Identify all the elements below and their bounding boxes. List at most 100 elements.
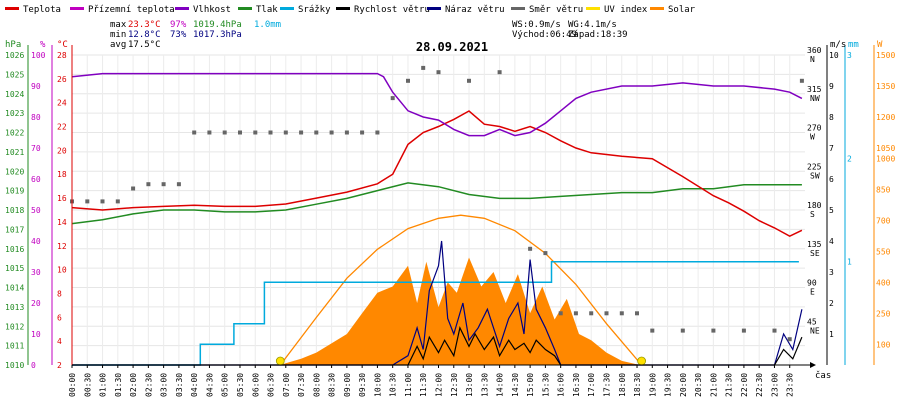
time-tick-label: 16:00 (557, 373, 566, 397)
legend-swatch (175, 7, 189, 10)
time-tick-label: 02:30 (144, 373, 153, 397)
humidity-tick-label: 50 (31, 206, 41, 215)
wind-direction-point (635, 311, 639, 316)
time-tick-label: 04:30 (205, 373, 214, 397)
humidity-tick-label: 90 (31, 82, 41, 91)
time-tick-label: 11:30 (419, 373, 428, 397)
legend-swatch (511, 7, 525, 10)
time-tick-label: 20:30 (694, 373, 703, 397)
time-tick-label: 03:30 (175, 373, 184, 397)
wind-speed-tick-label: 3 (829, 268, 834, 277)
wind-direction-compass-label: S (810, 210, 815, 219)
wind-direction-point (436, 70, 441, 75)
time-tick-label: 23:00 (770, 373, 779, 397)
wind-gust-max: WG:4.1m/s (568, 20, 617, 30)
wind-speed-tick-label: 1 (829, 330, 834, 339)
pressure-tick-label: 1012 (5, 322, 24, 331)
solar-series (279, 214, 643, 366)
solar-theoretical-curve (279, 214, 643, 366)
chart-text: 28.09.2021 max 23.3°C 97% 1019.4hPa 1.0m… (5, 20, 883, 381)
wind-direction-point (558, 311, 563, 316)
max-humidity: 97% (170, 20, 187, 30)
wind-direction-compass-label: W (810, 133, 815, 142)
legend-label: Rychlost větru (354, 5, 430, 15)
temperature-tick-label: 26 (57, 75, 67, 84)
solar-axis-unit: W (877, 40, 883, 50)
time-tick-label: 02:00 (129, 373, 138, 397)
time-tick-label: 12:00 (435, 373, 444, 397)
solar-tick-label: 400 (876, 278, 891, 287)
time-tick-label: 14:00 (496, 373, 505, 397)
time-tick-label: 17:00 (587, 373, 596, 397)
legend-label: Srážky (298, 5, 331, 15)
legend-swatch (70, 7, 84, 10)
pressure-tick-label: 1019 (5, 187, 24, 196)
legend-label: Solar (668, 5, 696, 15)
wind-direction-point (131, 186, 136, 191)
time-tick-label: 01:30 (114, 373, 123, 397)
wind-direction-tick-label: 315 (807, 85, 822, 94)
wind-direction-point (650, 328, 655, 333)
wind-direction-point (161, 182, 166, 187)
min-label: min (110, 30, 126, 40)
wind-speed-tick-label: 9 (829, 82, 834, 91)
pressure-tick-label: 1023 (5, 109, 24, 118)
avg-temp: 17.5°C (128, 40, 161, 50)
wind-speed-axis-unit: m/s (830, 40, 846, 50)
wind-direction-compass-label: SW (810, 171, 820, 180)
humidity-line (71, 72, 803, 137)
wind-speed-tick-label: 2 (829, 299, 834, 308)
wind-direction-point (268, 130, 273, 135)
wind-direction-point (207, 130, 212, 135)
pressure-tick-label: 1014 (5, 284, 24, 293)
temperature-tick-label: 14 (57, 218, 67, 227)
temperature-line (71, 110, 803, 238)
wind-direction-point (711, 328, 716, 333)
solar-tick-label: 250 (876, 309, 891, 318)
legend-label: Tlak (256, 5, 278, 15)
time-tick-label: 00:00 (68, 373, 77, 397)
temperature-tick-label: 18 (57, 170, 67, 179)
wind-direction-point (772, 328, 777, 333)
time-tick-label: 10:00 (373, 373, 382, 397)
wind-direction-point (176, 182, 181, 187)
time-tick-label: 01:00 (99, 373, 108, 397)
wind-speed-tick-label: 4 (829, 237, 834, 246)
time-tick-label: 09:00 (343, 373, 352, 397)
sunset-time: Západ:18:39 (568, 30, 628, 40)
wind-direction-point (406, 78, 410, 83)
wind-direction-point (253, 130, 258, 135)
pressure-tick-label: 1018 (5, 206, 24, 215)
humidity-tick-label: 40 (31, 237, 41, 246)
humidity-tick-label: 10 (31, 330, 41, 339)
solar-tick-label: 1000 (876, 154, 895, 163)
humidity-tick-label: 20 (31, 299, 41, 308)
time-tick-label: 22:00 (740, 373, 749, 397)
time-tick-label: 22:30 (755, 373, 764, 397)
avg-label: avg (110, 40, 126, 50)
max-rain: 1.0mm (254, 20, 281, 30)
pressure-tick-label: 1011 (5, 342, 24, 351)
solar-tick-label: 1200 (876, 113, 895, 122)
temperature-axis-unit: °C (57, 40, 68, 50)
time-tick-label: 05:00 (221, 373, 230, 397)
time-tick-label: 03:00 (160, 373, 169, 397)
wind-direction-point (604, 311, 609, 316)
wind-direction-tick-label: 45 (807, 317, 817, 326)
temperature-tick-label: 24 (57, 99, 67, 108)
wind-direction-compass-label: N (810, 55, 815, 64)
time-tick-label: 11:00 (404, 373, 413, 397)
legend-label: Směr větru (529, 5, 583, 15)
wind-direction-point (299, 130, 304, 135)
pressure-tick-label: 1016 (5, 245, 24, 254)
humidity-tick-label: 60 (31, 175, 41, 184)
time-axis-arrow (810, 362, 816, 368)
pressure-tick-label: 1021 (5, 148, 24, 157)
humidity-tick-label: 80 (31, 113, 41, 122)
time-tick-label: 19:00 (648, 373, 657, 397)
time-axis-unit: čas (815, 370, 831, 381)
legend-label: Náraz větru (445, 5, 505, 15)
solar-tick-label: 550 (876, 247, 891, 256)
humidity-axis-unit: % (40, 40, 46, 50)
time-tick-label: 16:30 (572, 373, 581, 397)
